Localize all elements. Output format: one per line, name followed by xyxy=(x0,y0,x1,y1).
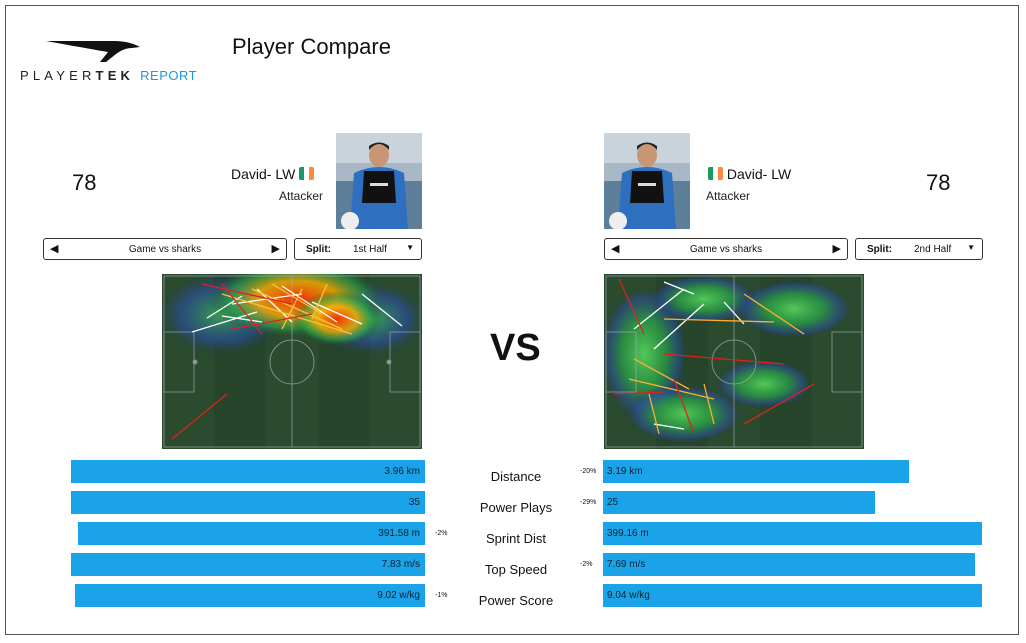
left-stat-value: 391.58 m xyxy=(378,528,420,539)
right-stat-bar: 7.69 m/s xyxy=(603,553,975,576)
logo-word-report: REPORT xyxy=(140,68,198,83)
chevron-right-icon[interactable]: ▶ xyxy=(271,243,280,255)
right-game-label: Game vs sharks xyxy=(689,244,763,255)
caret-down-icon: ▼ xyxy=(967,243,975,252)
stat-diff-percent: -29% xyxy=(580,499,597,506)
right-player-name-text: David- LW xyxy=(726,166,792,182)
left-stat-value: 35 xyxy=(408,497,420,508)
swoosh-icon xyxy=(46,41,140,62)
left-player-name-text: David- LW xyxy=(231,166,296,182)
left-stat-value: 9.02 w/kg xyxy=(377,590,420,601)
right-player-score: 78 xyxy=(926,170,951,195)
left-split-dropdown[interactable]: Split: 1st Half ▼ xyxy=(294,238,422,260)
right-game-selector[interactable]: ◀ Game vs sharks ▶ xyxy=(604,238,848,260)
caret-down-icon: ▼ xyxy=(406,243,414,252)
right-player-photo xyxy=(604,133,690,229)
left-stat-bar: 9.02 w/kg xyxy=(75,584,425,607)
left-stat-bar: 7.83 m/s xyxy=(71,553,425,576)
playertek-logo: PLAYERTEK REPORT xyxy=(20,38,240,88)
right-stat-bar: 9.04 w/kg xyxy=(603,584,982,607)
right-stat-bar: 25 xyxy=(603,491,875,514)
left-stat-value: 7.83 m/s xyxy=(381,559,420,570)
right-player-name: David- LW xyxy=(708,166,791,182)
chevron-right-icon[interactable]: ▶ xyxy=(832,243,841,255)
right-player-role: Attacker xyxy=(706,189,751,203)
stat-diff-percent: -1% xyxy=(435,592,448,599)
vs-label: VS xyxy=(490,327,541,369)
stat-diff-percent: -2% xyxy=(435,530,448,537)
stat-metric-label: Distance xyxy=(490,469,542,484)
right-stat-value: 7.69 m/s xyxy=(607,559,646,570)
right-stat-bar: 399.16 m xyxy=(603,522,982,545)
stat-metric-label: Power Score xyxy=(478,593,554,608)
left-stat-value: 3.96 km xyxy=(384,466,420,477)
right-stat-bar: 3.19 km xyxy=(603,460,909,483)
stat-diff-percent: -2% xyxy=(580,561,593,568)
left-player-photo xyxy=(336,133,422,229)
left-heatmap xyxy=(152,259,432,449)
report-frame xyxy=(5,5,1019,635)
right-split-value: 2nd Half xyxy=(914,244,952,255)
chevron-left-icon[interactable]: ◀ xyxy=(50,243,59,255)
left-player-role: Attacker xyxy=(279,189,324,203)
left-player-name: David- LW xyxy=(231,166,315,182)
left-game-label: Game vs sharks xyxy=(128,244,202,255)
ireland-flag-icon xyxy=(708,167,723,180)
stat-metric-label: Sprint Dist xyxy=(486,531,546,546)
right-stat-value: 399.16 m xyxy=(607,528,649,539)
logo-word-tek: TEK xyxy=(95,68,135,83)
stat-metric-label: Power Plays xyxy=(479,500,553,515)
right-split-key: Split: xyxy=(867,244,892,255)
logo-word-player: PLAYER xyxy=(20,68,96,83)
page-title: Player Compare xyxy=(232,34,391,59)
right-split-dropdown[interactable]: Split: 2nd Half ▼ xyxy=(855,238,983,260)
right-stat-value: 25 xyxy=(607,497,619,508)
left-split-key: Split: xyxy=(306,244,331,255)
right-stat-value: 3.19 km xyxy=(607,466,643,477)
stat-metric-label: Top Speed xyxy=(484,562,548,577)
left-player-score: 78 xyxy=(72,170,97,195)
left-stat-bar: 35 xyxy=(71,491,425,514)
chevron-left-icon[interactable]: ◀ xyxy=(611,243,620,255)
left-game-selector[interactable]: ◀ Game vs sharks ▶ xyxy=(43,238,287,260)
ireland-flag-icon xyxy=(299,167,315,180)
left-stat-bar: 3.96 km xyxy=(71,460,425,483)
stat-diff-percent: -20% xyxy=(580,468,597,475)
right-heatmap xyxy=(599,274,864,449)
left-split-value: 1st Half xyxy=(353,244,387,255)
right-stat-value: 9.04 w/kg xyxy=(607,590,650,601)
left-stat-bar: 391.58 m xyxy=(78,522,425,545)
